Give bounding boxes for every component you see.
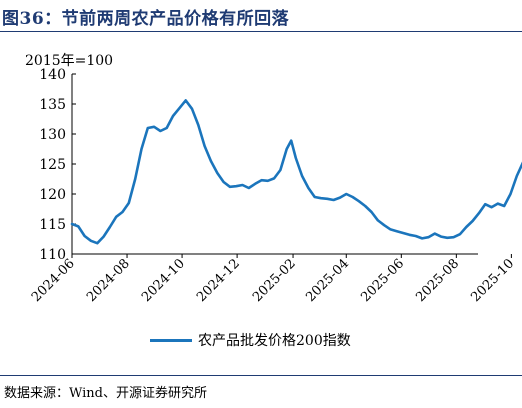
y-tick-label: 115 (39, 217, 66, 233)
y-axis-unit-label: 2015年=100 (25, 53, 114, 69)
figure-title: 图36：节前两周农产品价格有所回落 (2, 9, 290, 29)
x-tick-label: 2024-08 (84, 256, 133, 305)
x-tick-label: 2025-02 (250, 256, 299, 305)
x-tick-label: 2024-10 (139, 256, 188, 305)
legend: 农产品批发价格200指数 (150, 330, 351, 350)
footer-rule (0, 375, 522, 376)
x-tick-label: 2024-12 (194, 256, 243, 305)
y-tick-label: 125 (39, 157, 66, 173)
series-line (70, 99, 522, 245)
y-tick-label: 110 (39, 247, 66, 263)
legend-line-swatch (150, 338, 192, 342)
y-tick-label: 135 (39, 97, 66, 113)
x-tick-label: 2025-04 (303, 256, 352, 305)
x-tick-label: 2025-08 (413, 256, 462, 305)
x-tick-label: 2024-06 (29, 256, 78, 305)
x-tick-label: 2025-10 (468, 256, 517, 305)
x-axis: 2024-06 2024-08 2024-10 2024-12 2025-02 2025-… (29, 253, 517, 305)
source-note: 数据来源：Wind、开源证券研究所 (4, 386, 207, 401)
y-tick-label: 140 (39, 67, 66, 83)
y-axis: 140 135 130 125 120 115 110 (39, 67, 76, 263)
x-tick-label: 2025-06 (358, 256, 407, 305)
y-tick-label: 130 (39, 127, 66, 143)
title-underline (0, 31, 522, 32)
legend-label: 农产品批发价格200指数 (198, 333, 351, 349)
y-tick-label: 120 (39, 187, 66, 203)
plot-area (70, 99, 522, 245)
